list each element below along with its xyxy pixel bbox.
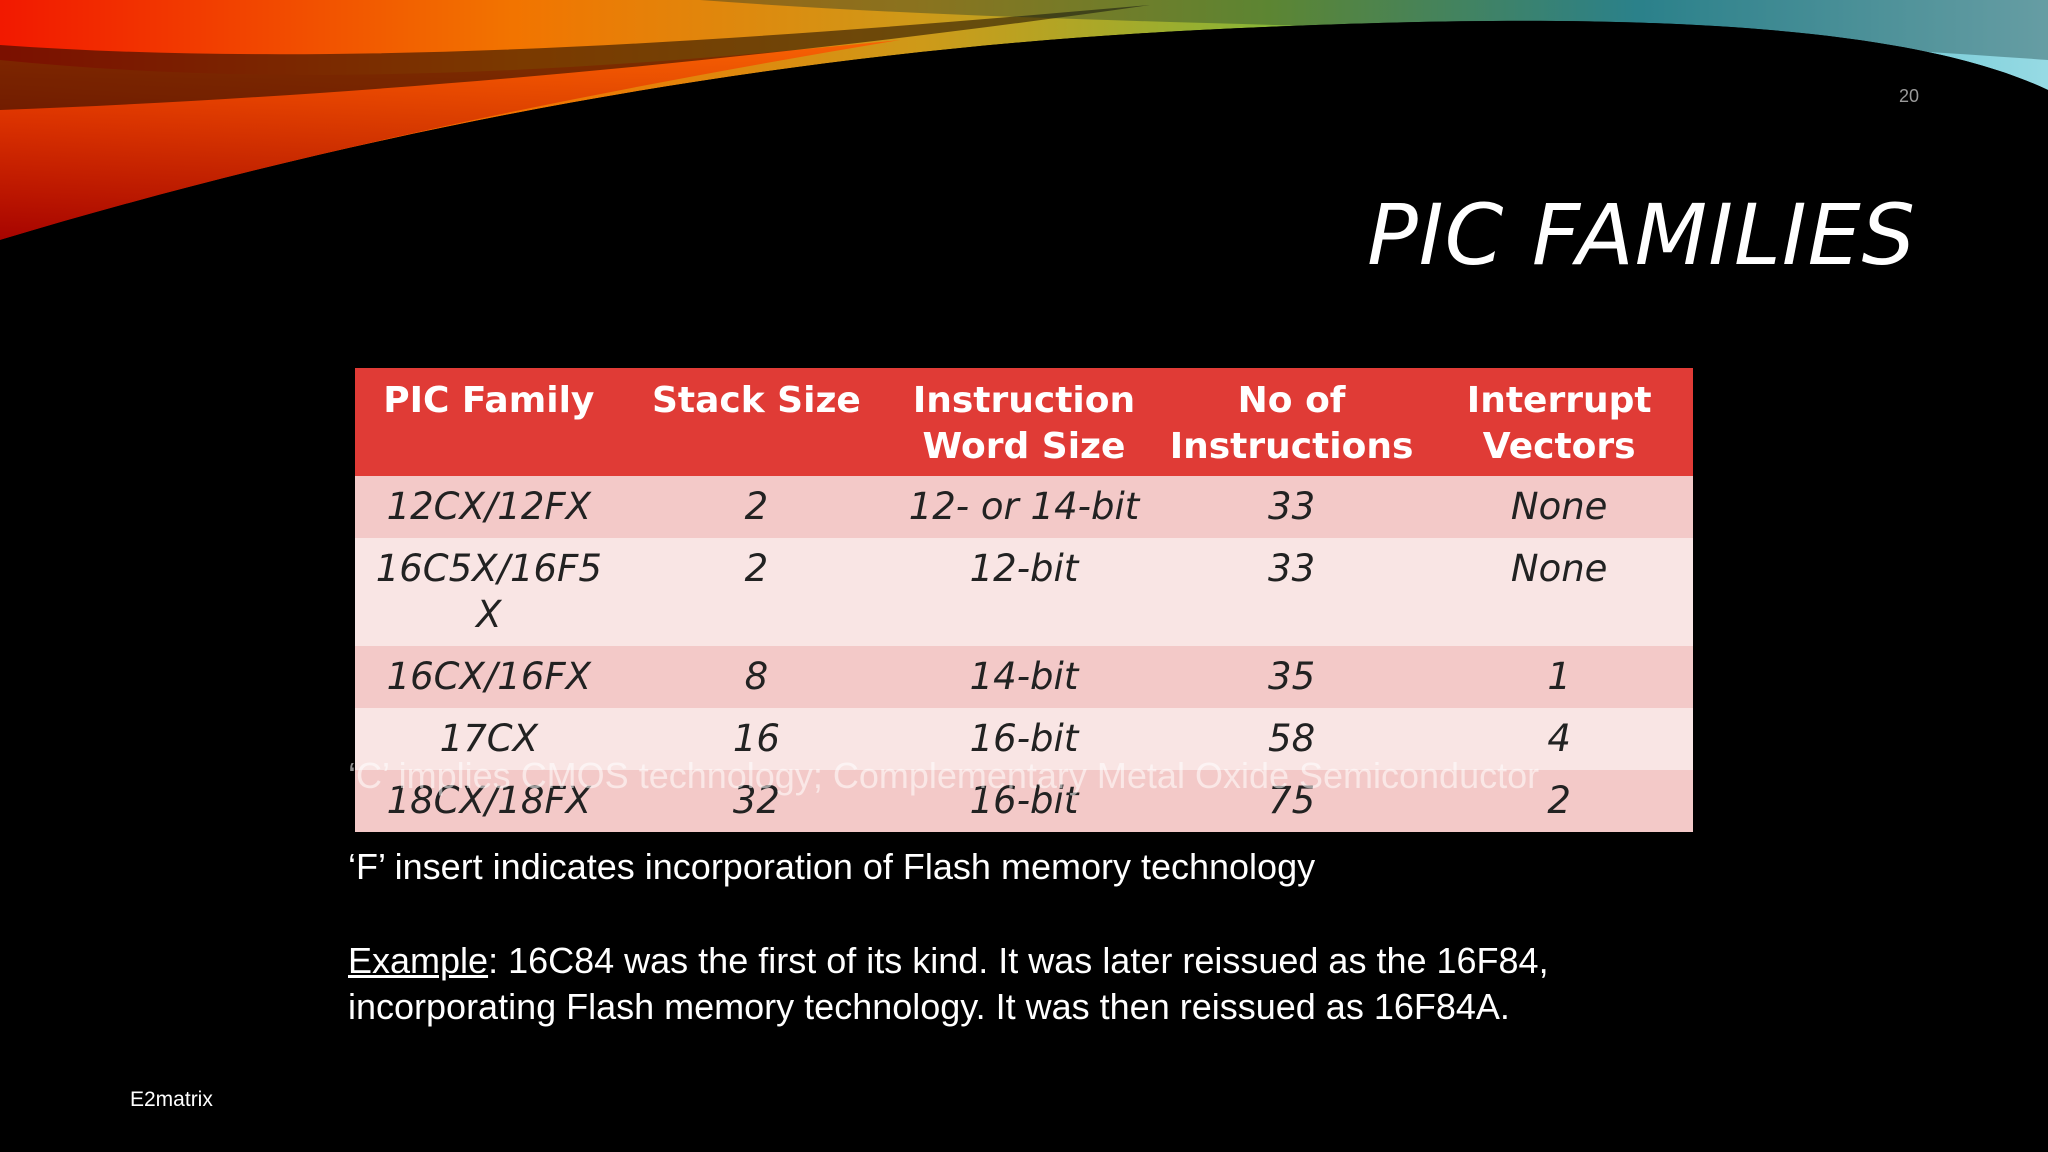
cell-word-size: 12-bit xyxy=(890,538,1158,646)
slide-title: PIC FAMILIES xyxy=(1367,186,1916,284)
header-instruction-word-size: Instruction Word Size xyxy=(890,368,1158,476)
table-row: 16C5X/16F5X 2 12-bit 33 None xyxy=(355,538,1693,646)
table-row: 12CX/12FX 2 12- or 14-bit 33 None xyxy=(355,476,1693,538)
cell-instructions: 58 xyxy=(1157,708,1426,770)
header-no-of-instructions: No of Instructions xyxy=(1157,368,1426,476)
table-header-row: PIC Family Stack Size Instruction Word S… xyxy=(355,368,1693,476)
decorative-swoosh xyxy=(0,0,2048,260)
cell-interrupt-vectors: 2 xyxy=(1425,770,1693,832)
header-interrupt-vectors: Interrupt Vectors xyxy=(1425,368,1693,476)
cell-stack-size: 32 xyxy=(622,770,891,832)
example-line-2: incorporating Flash memory technology. I… xyxy=(348,986,1510,1027)
cell-word-size: 14-bit xyxy=(890,646,1158,708)
cell-interrupt-vectors: 1 xyxy=(1425,646,1693,708)
example-line-1: : 16C84 was the first of its kind. It wa… xyxy=(488,940,1549,981)
cell-instructions: 33 xyxy=(1157,538,1426,646)
cell-stack-size: 8 xyxy=(622,646,891,708)
example-paragraph: Example: 16C84 was the first of its kind… xyxy=(348,938,1748,1030)
cell-stack-size: 2 xyxy=(622,476,891,538)
table-row: 17CX 16 16-bit 58 4 xyxy=(355,708,1693,770)
cell-pic-family: 12CX/12FX xyxy=(355,476,623,538)
cell-interrupt-vectors: 4 xyxy=(1425,708,1693,770)
cell-instructions: 33 xyxy=(1157,476,1426,538)
cell-word-size: 12- or 14-bit xyxy=(890,476,1158,538)
cell-pic-family: 17CX xyxy=(355,708,623,770)
header-stack-size: Stack Size xyxy=(622,368,891,476)
cell-pic-family: 18CX/18FX xyxy=(355,770,623,832)
cell-pic-family: 16C5X/16F5X xyxy=(355,538,623,646)
cell-word-size: 16-bit xyxy=(890,770,1158,832)
cell-interrupt-vectors: None xyxy=(1425,538,1693,646)
cell-stack-size: 2 xyxy=(622,538,891,646)
cell-interrupt-vectors: None xyxy=(1425,476,1693,538)
header-pic-family: PIC Family xyxy=(355,368,623,476)
flash-note: ‘F’ insert indicates incorporation of Fl… xyxy=(348,846,1316,887)
slide-number: 20 xyxy=(1898,86,1919,106)
example-label: Example xyxy=(348,940,489,981)
cell-instructions: 75 xyxy=(1157,770,1426,832)
cell-word-size: 16-bit xyxy=(890,708,1158,770)
table-row: 16CX/16FX 8 14-bit 35 1 xyxy=(355,646,1693,708)
pic-families-table: PIC Family Stack Size Instruction Word S… xyxy=(355,368,1693,832)
footer-brand: E2matrix xyxy=(130,1088,213,1111)
cell-pic-family: 16CX/16FX xyxy=(355,646,623,708)
cell-instructions: 35 xyxy=(1157,646,1426,708)
cmos-note: ‘C’ implies CMOS technology; Complementa… xyxy=(348,755,1540,796)
table-row: 18CX/18FX 32 16-bit 75 2 xyxy=(355,770,1693,832)
cell-stack-size: 16 xyxy=(622,708,891,770)
